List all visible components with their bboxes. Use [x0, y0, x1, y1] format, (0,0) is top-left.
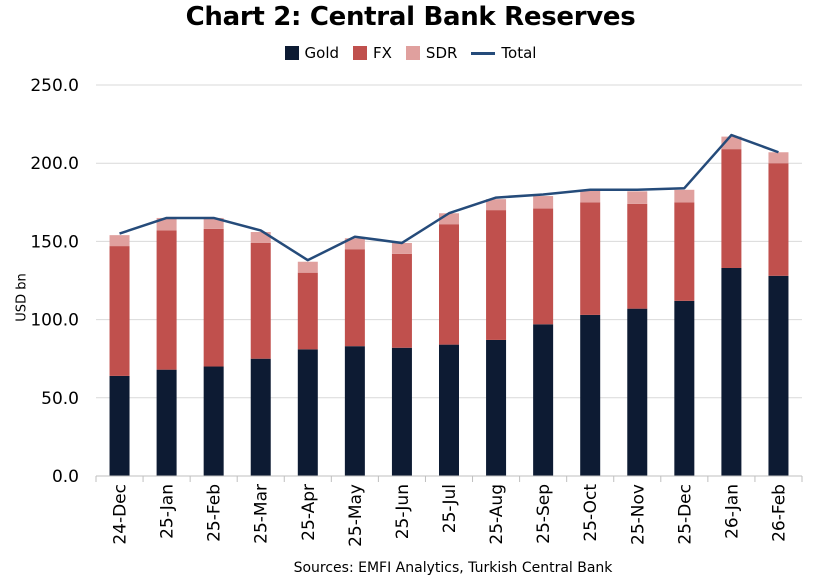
bar-fx: [156, 230, 177, 370]
total-line: [119, 133, 779, 262]
x-tick-label: 25-Nov: [628, 484, 648, 545]
x-tick-label: 25-Dec: [675, 484, 695, 545]
bar-gold: [344, 346, 365, 476]
bar-gold: [391, 347, 412, 476]
y-tick-label: 50.0: [41, 389, 79, 409]
bar-sdr: [250, 232, 271, 243]
legend-label-gold: Gold: [304, 44, 340, 62]
x-tick-label: 25-May: [346, 484, 366, 547]
bar-fx: [439, 224, 459, 345]
x-tick-label: 24-Dec: [111, 484, 131, 545]
x-tick-label: 25-Sep: [534, 484, 554, 544]
bar-fx: [580, 202, 601, 315]
x-tick-label: 25-Feb: [205, 484, 225, 542]
bar-sdr: [439, 213, 459, 225]
x-tick-label: 25-Mar: [252, 484, 272, 544]
legend-item-sdr: SDR: [405, 44, 458, 62]
y-tick-label: 0.0: [52, 467, 79, 487]
bar-gold: [109, 375, 130, 476]
bar-fx: [721, 149, 742, 268]
bar-fx: [203, 228, 224, 367]
bar-gold: [156, 369, 177, 476]
bar-gold: [580, 314, 601, 476]
legend-label-total: Total: [501, 44, 537, 62]
x-tick-label: 25-Jul: [440, 484, 460, 533]
bar-fx: [768, 163, 789, 276]
legend-label-fx: FX: [373, 44, 392, 62]
bar-sdr: [297, 261, 318, 273]
bar-sdr: [486, 199, 507, 211]
bar-gold: [250, 358, 271, 476]
legend: Gold FX SDR Total: [0, 44, 821, 62]
legend-item-gold: Gold: [284, 44, 340, 62]
bar-sdr: [533, 196, 554, 209]
x-tick-label: 26-Jan: [722, 484, 742, 539]
bar-sdr: [627, 191, 648, 204]
source-note: Sources: EMFI Analytics, Turkish Central…: [293, 560, 613, 576]
x-tick-label: 25-Oct: [581, 484, 601, 542]
bar-fx: [674, 202, 695, 301]
legend-item-fx: FX: [353, 44, 392, 62]
bar-gold: [768, 275, 789, 476]
x-tick-label: 26-Feb: [769, 484, 789, 542]
bar-gold: [297, 349, 318, 476]
bar-fx: [250, 242, 271, 359]
chart-title: Chart 2: Central Bank Reserves: [185, 2, 636, 32]
bar-sdr: [768, 152, 789, 164]
bar-gold: [203, 366, 224, 476]
bar-fx: [344, 249, 365, 347]
y-tick-label: 250.0: [30, 76, 79, 96]
bar-gold: [674, 300, 695, 476]
bar-gold: [533, 324, 554, 476]
bar-fx: [627, 203, 648, 309]
y-tick-label: 200.0: [30, 154, 79, 174]
bar-fx: [391, 253, 412, 348]
bar-sdr: [580, 189, 601, 203]
bar-sdr: [156, 217, 177, 231]
bar-fx: [486, 210, 507, 340]
legend-swatch-fx: [353, 46, 368, 60]
bar-sdr: [674, 189, 695, 203]
bar-gold: [627, 308, 648, 476]
y-tick-label: 100.0: [30, 311, 79, 331]
bar-sdr: [344, 238, 365, 250]
x-tick-label: 25-Aug: [487, 484, 507, 545]
bar-sdr: [203, 217, 224, 229]
legend-item-total: Total: [471, 44, 536, 62]
x-tick-label: 25-Apr: [299, 484, 319, 541]
bar-gold: [486, 339, 507, 476]
x-tick-label: 25-Jan: [158, 484, 178, 539]
legend-label-sdr: SDR: [425, 44, 458, 62]
bar-fx: [297, 272, 318, 350]
bar-sdr: [391, 242, 412, 254]
x-tick-label: 25-Jun: [393, 484, 413, 539]
legend-swatch-sdr: [405, 46, 420, 60]
bar-fx: [109, 246, 130, 376]
bar-gold: [721, 267, 742, 476]
y-tick-label: 150.0: [30, 232, 79, 252]
bar-gold: [439, 344, 459, 476]
bar-sdr: [109, 235, 130, 247]
bar-fx: [533, 208, 554, 325]
legend-swatch-gold: [284, 46, 299, 60]
legend-swatch-total: [471, 51, 496, 55]
